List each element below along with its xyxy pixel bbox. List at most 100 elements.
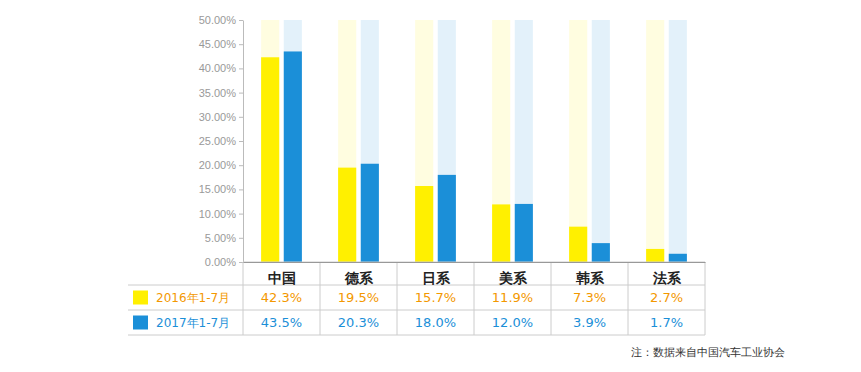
tick-label: 45.00% bbox=[199, 38, 237, 50]
note: 注：数据来自中国汽车工业协会 bbox=[631, 346, 785, 359]
bar bbox=[415, 186, 433, 262]
bar bbox=[515, 204, 533, 262]
tick-label: 40.00% bbox=[199, 62, 237, 74]
bar-background bbox=[569, 20, 587, 262]
tick-label: 德系 bbox=[344, 270, 374, 286]
tick-label: 日系 bbox=[422, 270, 451, 286]
data-label: 1.7% bbox=[650, 315, 683, 330]
bar-background bbox=[361, 20, 379, 262]
tick: 日系 bbox=[422, 262, 451, 286]
x-axis: 中国 德系 日系 美系 韩系 法系 bbox=[244, 262, 706, 286]
table-divider bbox=[320, 262, 321, 335]
tick-mark bbox=[239, 44, 243, 45]
tick: 40.00% bbox=[199, 62, 243, 74]
table-body: 2016年1-7月42.3%19.5%15.7%11.9%7.3%2.7%201… bbox=[133, 290, 683, 330]
tick: 德系 bbox=[344, 262, 374, 286]
bar-background bbox=[284, 20, 302, 262]
chart: 0.00% 5.00% 10.00% 15.00% 20.00% 25.00% 30.00%… bbox=[0, 0, 861, 372]
tick: 20.00% bbox=[199, 159, 243, 171]
tick: 50.00% bbox=[199, 14, 243, 26]
tick: 35.00% bbox=[199, 87, 243, 99]
legend-swatch bbox=[133, 316, 148, 330]
data-label: 12.0% bbox=[492, 315, 533, 330]
tick-mark bbox=[239, 238, 243, 239]
bar-background bbox=[515, 20, 533, 262]
bar bbox=[261, 57, 279, 262]
bar-background bbox=[492, 20, 510, 262]
bar-background bbox=[415, 20, 433, 262]
table-divider bbox=[474, 262, 475, 335]
tick-label: 50.00% bbox=[199, 14, 237, 26]
tick-label: 0.00% bbox=[205, 256, 236, 268]
table-divider bbox=[551, 262, 552, 335]
tick: 10.00% bbox=[199, 208, 243, 220]
table-rule bbox=[128, 335, 705, 336]
data-label: 18.0% bbox=[415, 315, 456, 330]
bar bbox=[569, 227, 587, 262]
tick: 45.00% bbox=[199, 38, 243, 50]
tick-mark bbox=[239, 20, 243, 21]
bar bbox=[284, 51, 302, 262]
bar bbox=[646, 249, 664, 262]
bar-background bbox=[592, 20, 610, 262]
table-divider bbox=[243, 262, 244, 335]
tick: 0.00% bbox=[205, 256, 243, 268]
tick-label: 10.00% bbox=[199, 208, 237, 220]
bar bbox=[438, 175, 456, 262]
tick-label: 35.00% bbox=[199, 87, 237, 99]
data-label: 11.9% bbox=[492, 290, 533, 305]
axis-line bbox=[243, 21, 244, 263]
y-axis: 0.00% 5.00% 10.00% 15.00% 20.00% 25.00% 30.00%… bbox=[199, 14, 244, 268]
tick-label: 20.00% bbox=[199, 159, 237, 171]
tick-mark bbox=[239, 141, 243, 142]
tick: 25.00% bbox=[199, 135, 243, 147]
table-rule bbox=[128, 285, 705, 286]
data-label: 3.9% bbox=[573, 315, 606, 330]
bar-backgrounds bbox=[261, 20, 687, 262]
tick-label: 中国 bbox=[268, 270, 296, 286]
axis-line bbox=[244, 262, 706, 263]
tick: 15.00% bbox=[199, 183, 243, 195]
data-label: 43.5% bbox=[261, 315, 302, 330]
tick-mark bbox=[239, 214, 243, 215]
bar-background bbox=[669, 20, 687, 262]
tick-mark bbox=[239, 165, 243, 166]
tick: 法系 bbox=[652, 262, 682, 286]
tick-label: 25.00% bbox=[199, 135, 237, 147]
tick-mark bbox=[239, 93, 243, 94]
bar-background bbox=[438, 20, 456, 262]
data-label: 20.3% bbox=[338, 315, 379, 330]
bars bbox=[261, 51, 687, 262]
tick-mark bbox=[239, 262, 243, 263]
tick-label: 15.00% bbox=[199, 183, 237, 195]
legend-label: 2016年1-7月 bbox=[156, 291, 230, 305]
bar bbox=[592, 243, 610, 262]
table-rule bbox=[128, 310, 705, 311]
tick-mark bbox=[239, 117, 243, 118]
data-label: 42.3% bbox=[261, 290, 302, 305]
tick-mark bbox=[239, 189, 243, 190]
tick: 中国 bbox=[268, 262, 296, 286]
legend-swatch bbox=[133, 291, 148, 305]
tick-label: 美系 bbox=[498, 270, 528, 286]
tick-label: 法系 bbox=[652, 270, 682, 286]
table-lines bbox=[128, 262, 705, 335]
tick-mark bbox=[239, 68, 243, 69]
bar bbox=[338, 168, 356, 262]
bar bbox=[669, 254, 687, 262]
tick-label: 韩系 bbox=[575, 270, 605, 286]
bar-background bbox=[261, 20, 279, 262]
table-rule bbox=[243, 262, 705, 263]
data-label: 15.7% bbox=[415, 290, 456, 305]
table-divider bbox=[705, 262, 706, 335]
tick: 韩系 bbox=[575, 262, 605, 286]
table-divider bbox=[628, 262, 629, 335]
data-label: 19.5% bbox=[338, 290, 379, 305]
tick-label: 30.00% bbox=[199, 111, 237, 123]
data-label: 2.7% bbox=[650, 290, 683, 305]
bar bbox=[492, 204, 510, 262]
tick-label: 5.00% bbox=[205, 232, 236, 244]
data-label: 7.3% bbox=[573, 290, 606, 305]
bar-background bbox=[338, 20, 356, 262]
tick: 5.00% bbox=[205, 232, 243, 244]
